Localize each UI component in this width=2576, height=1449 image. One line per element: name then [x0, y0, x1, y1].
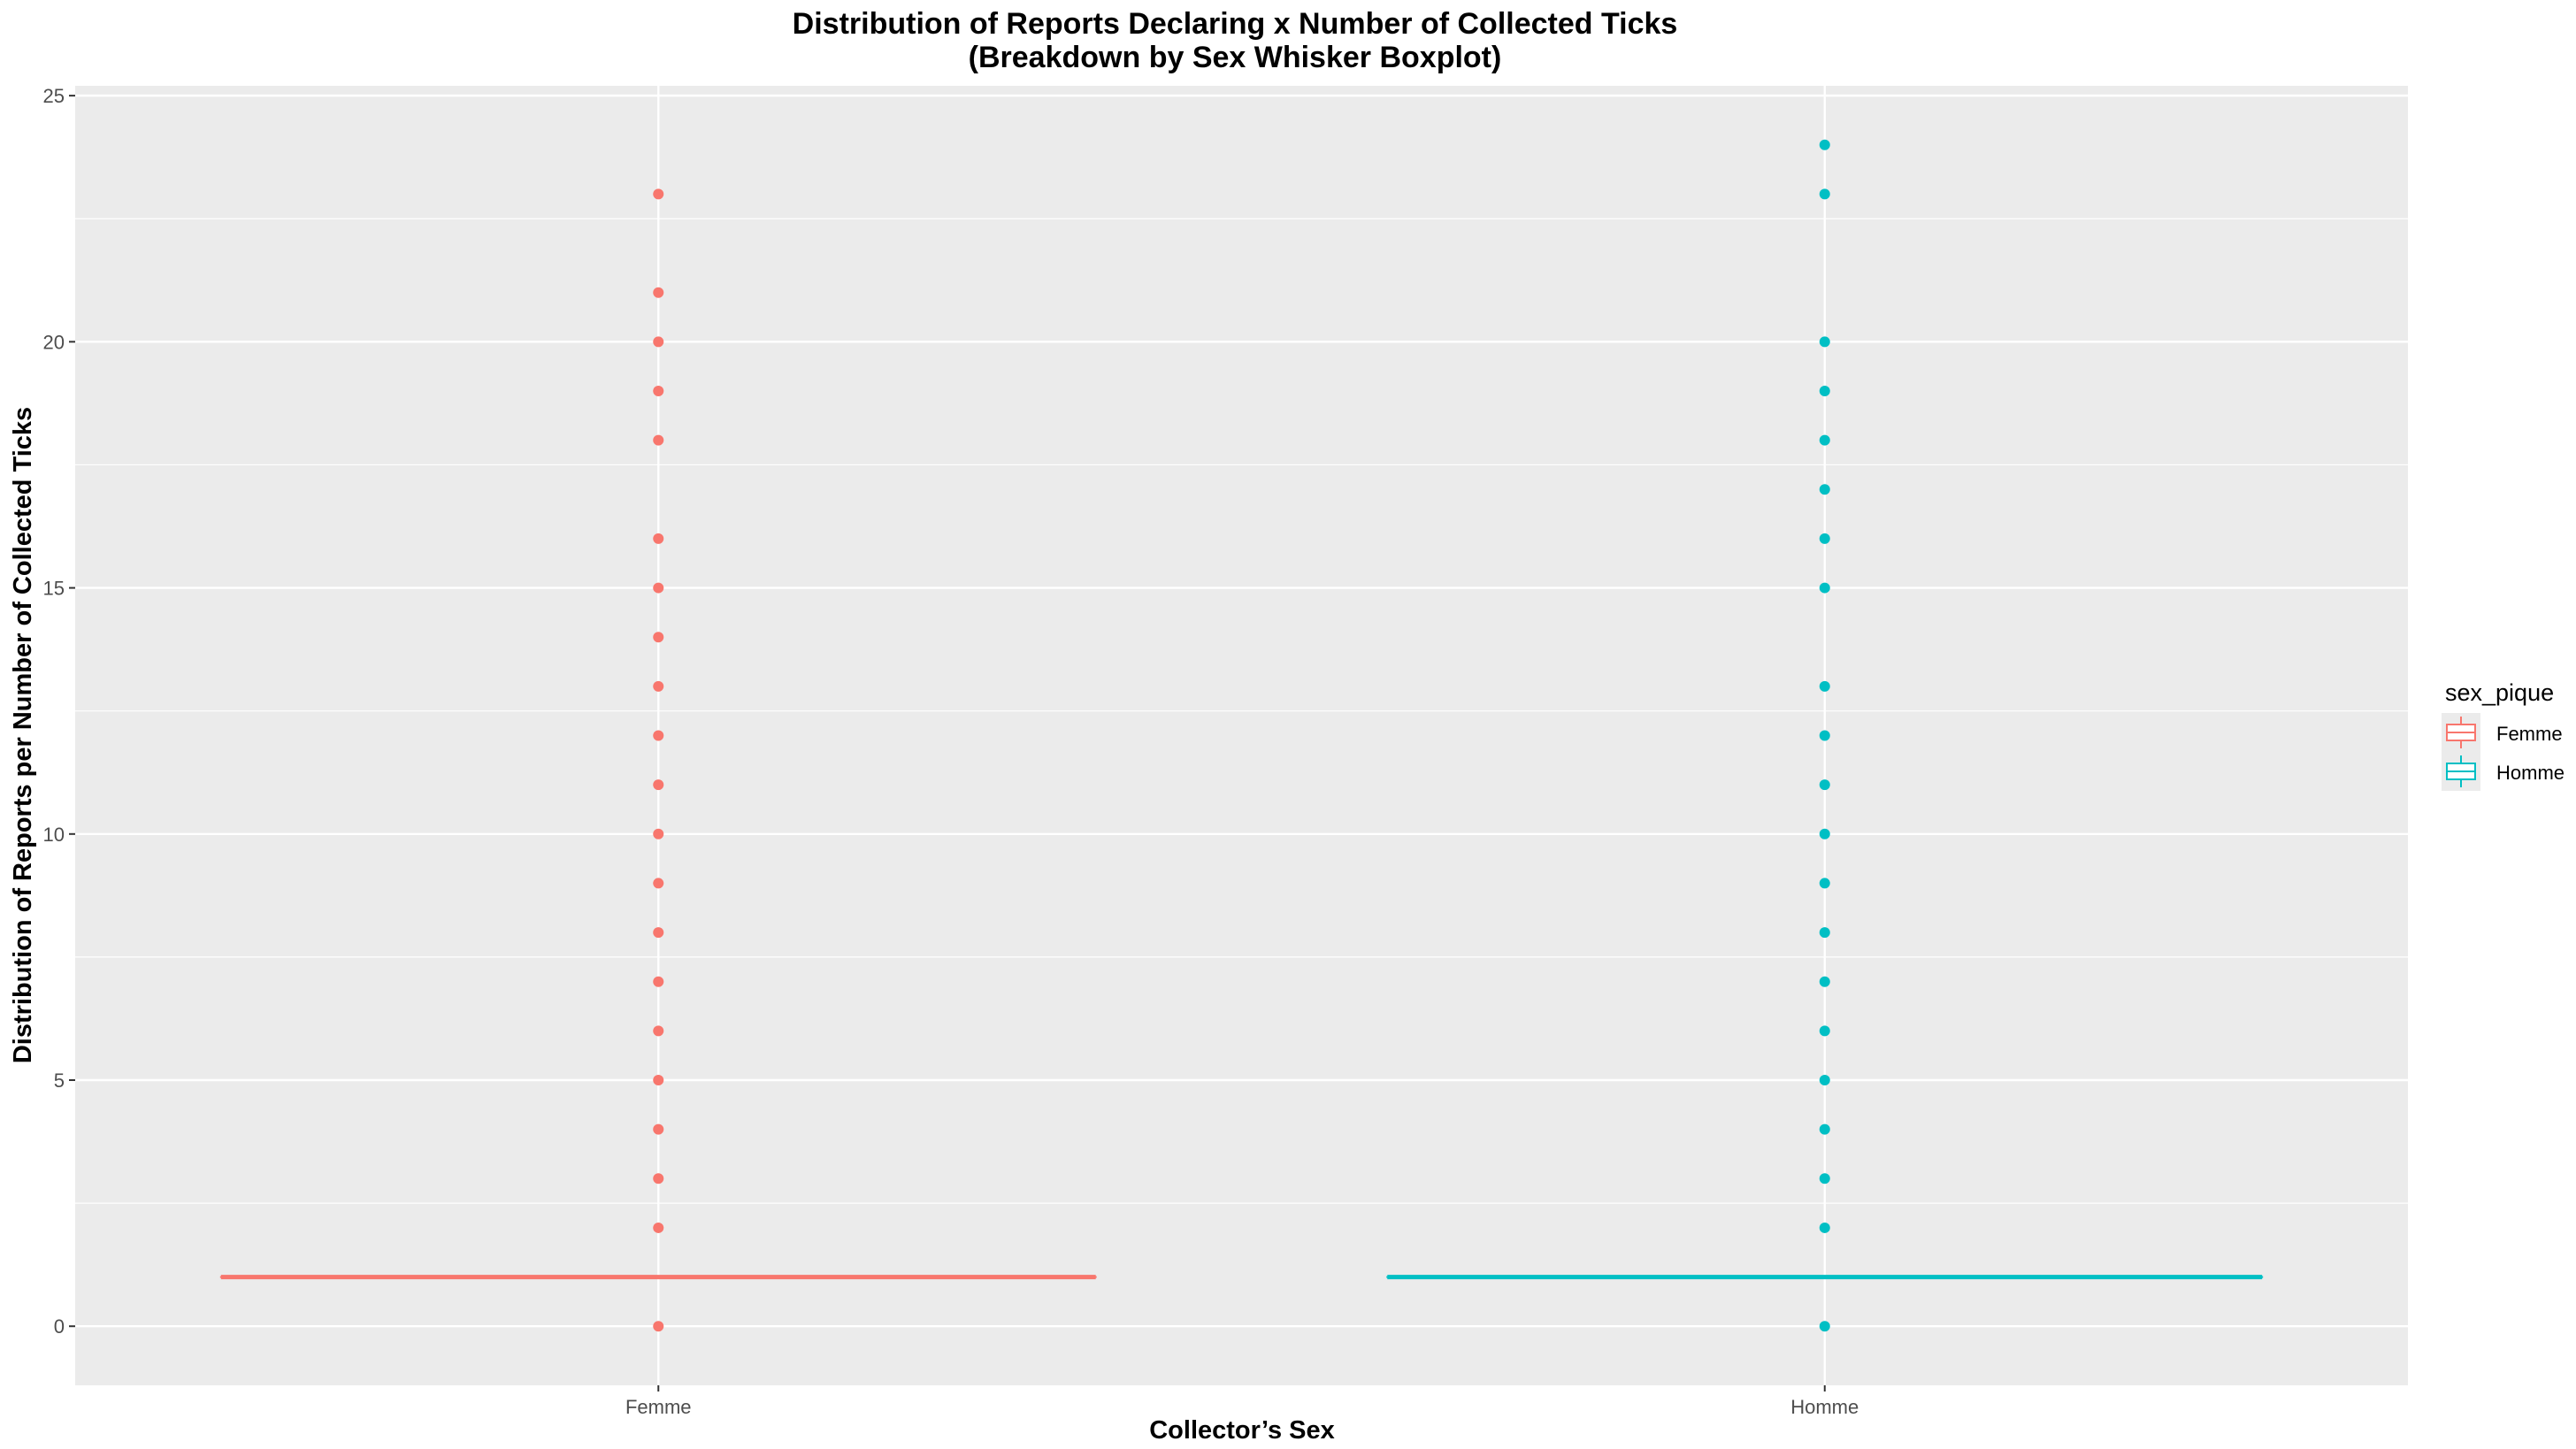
legend: sex_pique Femme Homme: [2442, 679, 2564, 791]
outlier-point: [653, 1123, 664, 1135]
outlier-point: [653, 828, 664, 840]
outlier-point: [653, 1173, 664, 1184]
y-tick-label: 20: [43, 331, 65, 353]
outlier-point: [1819, 1123, 1830, 1135]
chart-title: Distribution of Reports Declaring x Numb…: [793, 7, 1678, 41]
outlier-point: [653, 779, 664, 791]
y-tick-label: 5: [54, 1070, 65, 1092]
outlier-point: [1819, 484, 1830, 495]
x-axis: Femme Homme: [625, 1385, 1859, 1418]
outlier-point: [1819, 139, 1830, 150]
outlier-point: [653, 287, 664, 298]
outlier-point: [1819, 1025, 1830, 1037]
outlier-point: [1819, 927, 1830, 939]
outlier-point: [1819, 1075, 1830, 1086]
outlier-point: [653, 385, 664, 396]
legend-label-homme: Homme: [2496, 762, 2564, 784]
outlier-point: [1819, 1321, 1830, 1332]
x-axis-title: Collector’s Sex: [1149, 1416, 1335, 1445]
outlier-point: [653, 680, 664, 692]
outlier-point: [1819, 336, 1830, 348]
outlier-point: [653, 1025, 664, 1037]
outlier-point: [1819, 779, 1830, 791]
outlier-point: [653, 582, 664, 594]
x-tick-label: Homme: [1790, 1396, 1859, 1418]
outlier-point: [653, 434, 664, 446]
outlier-point: [653, 533, 664, 544]
y-tick-label: 0: [54, 1315, 65, 1338]
outlier-point: [653, 632, 664, 643]
plot-panel: [75, 86, 2408, 1385]
legend-keys: [2442, 713, 2480, 791]
chart-subtitle: (Breakdown by Sex Whisker Boxplot): [969, 41, 1502, 74]
outlier-point: [1819, 976, 1830, 987]
box-femme: [219, 188, 1097, 1332]
outlier-point: [653, 1075, 664, 1086]
legend-key-homme: [2442, 752, 2480, 791]
outlier-point: [1819, 582, 1830, 594]
y-axis: 0 5 10 15 20 25: [43, 85, 75, 1338]
outlier-point: [1819, 878, 1830, 889]
outlier-point: [1819, 1222, 1830, 1233]
outlier-point: [653, 1222, 664, 1233]
outlier-point: [653, 1321, 664, 1332]
outlier-point: [1819, 533, 1830, 544]
outlier-point: [1819, 188, 1830, 200]
legend-title: sex_pique: [2445, 679, 2554, 706]
outlier-point: [1819, 1173, 1830, 1184]
outlier-point: [653, 878, 664, 889]
x-tick-label: Femme: [625, 1396, 692, 1418]
outlier-point: [1819, 730, 1830, 741]
legend-label-femme: Femme: [2496, 723, 2563, 745]
outlier-point: [1819, 434, 1830, 446]
outlier-point: [1819, 828, 1830, 840]
outlier-point: [653, 188, 664, 200]
y-tick-label: 25: [43, 85, 65, 107]
box-homme: [1386, 139, 2264, 1332]
y-tick-label: 15: [43, 578, 65, 600]
outlier-point: [1819, 680, 1830, 692]
y-axis-title: Distribution of Reports per Number of Co…: [9, 407, 37, 1063]
outlier-point: [653, 336, 664, 348]
boxplot-marks: [219, 139, 2264, 1332]
legend-key-femme: [2442, 713, 2480, 752]
y-tick-label: 10: [43, 824, 65, 846]
outlier-point: [653, 976, 664, 987]
outlier-point: [653, 730, 664, 741]
outlier-point: [1819, 385, 1830, 396]
outlier-point: [653, 927, 664, 939]
